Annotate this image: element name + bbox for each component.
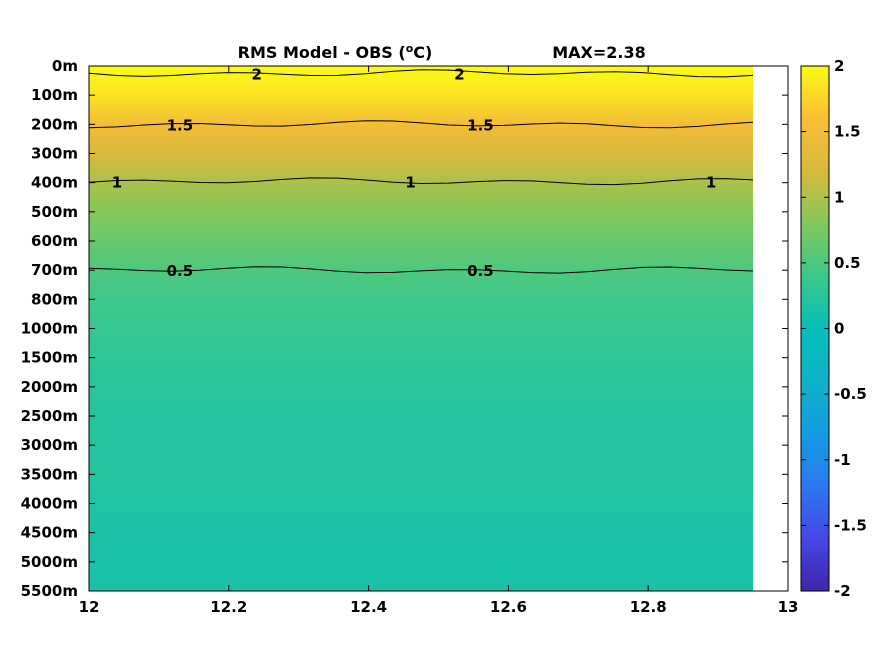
y-tick-label: 1000m (21, 320, 78, 338)
colorbar: 2 1.5 1 0.5 0 -0.5 -1 -1.5 -2 (800, 57, 867, 600)
plot-area: 2 2 1.5 1.5 1 1 1 0.5 0.5 12 12.2 12.4 12.6 12.8 13 0… (21, 57, 799, 616)
colorbar-tick-label: 0.5 (834, 254, 861, 272)
colorbar-tick-label: 0 (834, 320, 844, 338)
y-tick-label: 200m (31, 115, 78, 133)
contour-label: 1.5 (467, 116, 494, 134)
colorbar-tick-label: -1.5 (834, 516, 867, 534)
contour-line-1 (88, 177, 754, 186)
colorbar-tick-label: -0.5 (834, 385, 867, 403)
y-tick-label: 400m (31, 174, 78, 192)
contour-label: 1 (706, 173, 716, 191)
colorbar-tick-label: 2 (834, 57, 844, 75)
x-tick-label: 12.6 (490, 598, 527, 616)
x-tick-label: 12.8 (630, 598, 667, 616)
colorbar-tick-label: -1 (834, 451, 851, 469)
contour-line-1.5 (88, 120, 754, 129)
y-tick-label: 1500m (21, 349, 78, 367)
chart-title: RMS Model - OBS (oC) (238, 42, 433, 62)
contour-lines: 2 2 1.5 1.5 1 1 1 0.5 0.5 (88, 65, 754, 280)
contour-label: 0.5 (467, 262, 494, 280)
contour-line-2 (88, 69, 754, 78)
y-tick-label: 300m (31, 145, 78, 163)
y-tick-label: 800m (31, 290, 78, 308)
contour-label: 1.5 (167, 116, 194, 134)
x-tick-label: 12.2 (210, 598, 247, 616)
y-tick-label: 5000m (21, 553, 78, 571)
y-tick-label: 4000m (21, 495, 78, 513)
colorbar-tick-label: 1.5 (834, 123, 861, 141)
heatmap-field (89, 66, 754, 591)
y-tick-label: 5500m (21, 582, 78, 600)
colorbar-ticks: 2 1.5 1 0.5 0 -0.5 -1 -1.5 -2 (801, 57, 867, 600)
contour-label: 1 (405, 173, 415, 191)
y-tick-label: 100m (31, 86, 78, 104)
colorbar-tick-label: 1 (834, 188, 844, 206)
contour-line-0.5 (88, 266, 754, 274)
y-tick-label: 3000m (21, 436, 78, 454)
y-tick-label: 0m (52, 57, 78, 75)
x-tick-label: 13 (778, 598, 799, 616)
y-axis: 0m 100m 200m 300m 400m 500m 600m 700m 800m 1000m 1… (21, 57, 788, 600)
y-tick-label: 2500m (21, 407, 78, 425)
contour-label: 2 (252, 65, 262, 83)
x-tick-label: 12.4 (350, 598, 387, 616)
y-tick-label: 2000m (21, 378, 78, 396)
x-tick-label: 12 (79, 598, 100, 616)
y-tick-label: 600m (31, 232, 78, 250)
y-tick-label: 500m (31, 203, 78, 221)
y-tick-label: 3500m (21, 465, 78, 483)
contour-label: 0.5 (167, 262, 194, 280)
contour-label: 2 (454, 65, 464, 83)
y-tick-label: 700m (31, 261, 78, 279)
contour-label: 1 (112, 173, 122, 191)
x-axis: 12 12.2 12.4 12.6 12.8 13 (79, 66, 799, 616)
colorbar-tick-label: -2 (834, 582, 851, 600)
max-annotation: MAX=2.38 (552, 43, 646, 62)
y-tick-label: 4500m (21, 524, 78, 542)
